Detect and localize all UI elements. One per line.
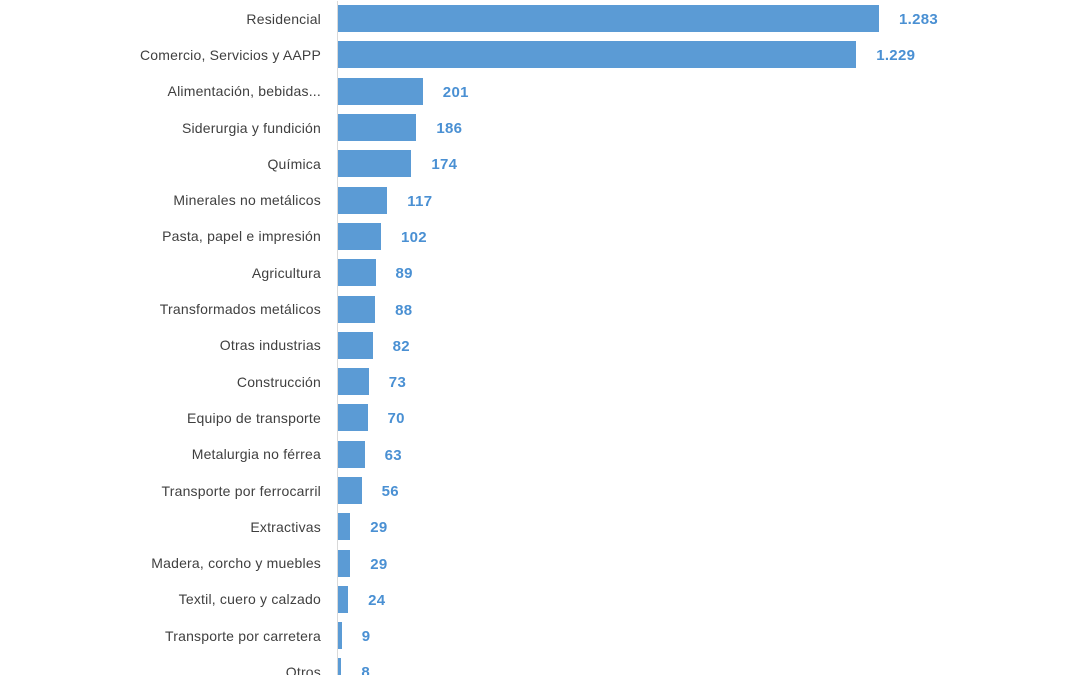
chart-row: Construcción 73 <box>0 363 1080 400</box>
bar <box>338 114 417 142</box>
value-label: 88 <box>395 301 413 319</box>
chart-row: Otros 8 <box>0 653 1080 675</box>
chart-row: Transporte por ferrocarril 56 <box>0 472 1080 509</box>
bar <box>338 658 342 675</box>
value-label: 29 <box>370 519 388 537</box>
plot-area: 29 <box>337 508 1080 545</box>
category-label: Transporte por carretera <box>164 627 321 644</box>
bar <box>338 150 412 178</box>
category-label: Transporte por ferrocarril <box>161 482 321 499</box>
plot-area: 8 <box>337 653 1080 675</box>
category-label: Residencial <box>246 10 321 27</box>
chart-row: Transformados metálicos 88 <box>0 290 1080 328</box>
plot-area: 24 <box>337 581 1080 618</box>
category-label: Textil, cuero y calzado <box>178 591 321 608</box>
category-label: Transformados metálicos <box>159 301 321 318</box>
category-label: Siderurgia y fundición <box>181 119 321 136</box>
value-label: 63 <box>384 446 402 464</box>
value-label: 82 <box>392 337 410 355</box>
plot-area: 56 <box>337 472 1080 509</box>
plot-area: 174 <box>337 145 1080 182</box>
value-label: 56 <box>381 483 399 500</box>
chart-row: Química 174 <box>0 145 1080 182</box>
value-label: 70 <box>387 410 405 428</box>
plot-area: 186 <box>337 109 1080 146</box>
chart-row: Residencial 1.283 <box>0 0 1080 37</box>
plot-area: 117 <box>337 181 1080 219</box>
bar <box>338 622 342 650</box>
bar <box>338 186 388 214</box>
bar <box>338 259 376 287</box>
bar <box>338 331 373 359</box>
category-label: Metalurgia no férrea <box>191 446 321 463</box>
plot-area: 29 <box>337 544 1080 582</box>
bar <box>338 295 376 323</box>
value-label: 1.283 <box>899 11 939 29</box>
chart-row: Extractivas 29 <box>0 508 1080 545</box>
chart-row: Alimentación, bebidas... 201 <box>0 73 1080 110</box>
category-label: Minerales no metálicos <box>173 192 321 209</box>
value-label: 201 <box>442 83 469 101</box>
bar <box>338 513 351 541</box>
category-label: Alimentación, bebidas... <box>167 83 321 100</box>
plot-area: 88 <box>337 290 1080 328</box>
plot-area: 102 <box>337 218 1080 255</box>
category-label: Otras industrias <box>219 337 321 354</box>
bar <box>338 41 857 69</box>
chart-row: Comercio, Servicios y AAPP 1.229 <box>0 36 1080 74</box>
category-label: Agricultura <box>251 264 321 281</box>
bar <box>338 549 351 577</box>
plot-area: 1.229 <box>337 36 1080 74</box>
chart-row: Siderurgia y fundición 186 <box>0 109 1080 146</box>
value-label: 73 <box>388 374 407 392</box>
bar <box>338 222 381 250</box>
bar <box>338 5 879 33</box>
value-label: 9 <box>361 628 371 646</box>
chart-row: Otras industrias 82 <box>0 327 1080 364</box>
chart-row: Metalurgia no férrea 63 <box>0 436 1080 473</box>
plot-area: 82 <box>337 327 1080 364</box>
value-label: 186 <box>436 120 463 138</box>
chart-row: Madera, corcho y muebles 29 <box>0 544 1080 582</box>
plot-area: 1.283 <box>337 0 1080 37</box>
value-label: 89 <box>395 265 413 283</box>
category-label: Química <box>267 155 321 172</box>
value-label: 29 <box>370 555 388 573</box>
plot-area: 73 <box>337 363 1080 400</box>
category-label: Comercio, Servicios y AAPP <box>139 46 321 63</box>
category-label: Equipo de transporte <box>187 409 321 426</box>
category-label: Madera, corcho y muebles <box>151 555 321 572</box>
category-label: Construcción <box>236 373 321 390</box>
bar <box>338 368 369 396</box>
bar <box>338 77 423 105</box>
value-label: 24 <box>368 591 386 609</box>
plot-area: 63 <box>337 436 1080 473</box>
value-label: 1.229 <box>876 47 916 65</box>
chart-row: Agricultura 89 <box>0 254 1080 291</box>
plot-area: 89 <box>337 254 1080 291</box>
plot-area: 70 <box>337 399 1080 437</box>
category-label: Pasta, papel e impresión <box>162 228 321 245</box>
category-label: Extractivas <box>250 518 321 535</box>
value-label: 174 <box>431 156 458 174</box>
plot-area: 201 <box>337 73 1080 110</box>
bar <box>338 404 368 432</box>
chart-row: Equipo de transporte 70 <box>0 399 1080 437</box>
chart-row: Pasta, papel e impresión 102 <box>0 218 1080 255</box>
chart-row: Minerales no metálicos 117 <box>0 181 1080 219</box>
chart-row: Textil, cuero y calzado 24 <box>0 581 1080 618</box>
value-label: 117 <box>407 192 433 210</box>
value-label: 8 <box>361 664 371 675</box>
chart-row: Transporte por carretera 9 <box>0 617 1080 654</box>
bar <box>338 440 365 468</box>
bar <box>338 477 362 504</box>
bar <box>338 585 349 613</box>
plot-area: 9 <box>337 617 1080 654</box>
value-label: 102 <box>401 228 427 246</box>
category-label: Otros <box>285 663 321 675</box>
